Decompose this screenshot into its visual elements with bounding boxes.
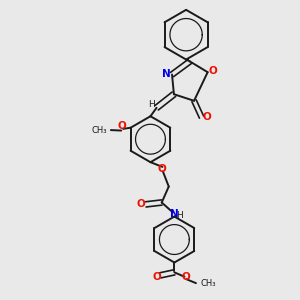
Text: O: O (136, 199, 145, 209)
Text: O: O (157, 164, 166, 174)
Text: H: H (148, 100, 154, 109)
Text: O: O (152, 272, 161, 282)
Text: O: O (202, 112, 211, 122)
Text: N: N (170, 209, 179, 219)
Text: O: O (209, 66, 218, 76)
Text: O: O (181, 272, 190, 283)
Text: H: H (176, 211, 183, 220)
Text: CH₃: CH₃ (91, 126, 107, 135)
Text: CH₃: CH₃ (200, 279, 216, 288)
Text: N: N (162, 69, 171, 79)
Text: O: O (118, 121, 127, 131)
